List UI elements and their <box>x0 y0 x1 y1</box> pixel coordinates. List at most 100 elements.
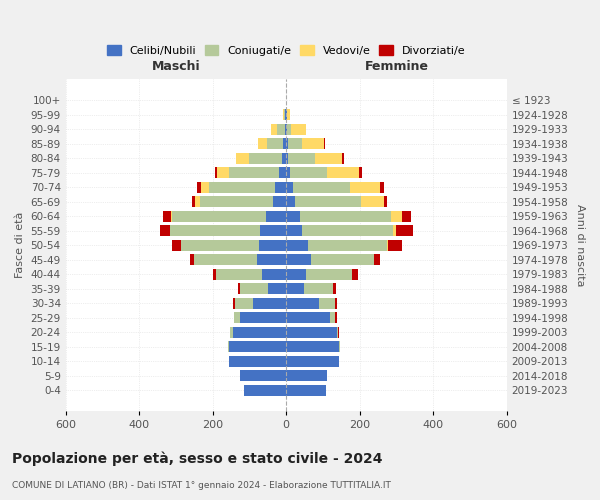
Bar <box>286 196 295 207</box>
Bar <box>286 138 287 149</box>
Bar <box>290 167 326 178</box>
Bar <box>286 268 307 280</box>
Bar <box>335 312 337 324</box>
Bar <box>257 254 286 266</box>
Bar <box>352 268 358 280</box>
Bar <box>308 240 386 251</box>
Bar <box>172 210 266 222</box>
Bar <box>209 182 275 193</box>
Bar <box>271 124 277 135</box>
Bar <box>286 356 339 367</box>
Bar <box>286 167 290 178</box>
Bar <box>380 182 383 193</box>
Bar <box>286 124 287 135</box>
Bar <box>283 109 284 120</box>
Bar <box>190 254 194 266</box>
Bar <box>217 167 229 178</box>
Bar <box>359 167 362 178</box>
Bar <box>160 225 170 236</box>
Bar <box>374 254 380 266</box>
Bar <box>284 109 286 120</box>
Bar <box>283 138 286 149</box>
Bar <box>286 182 293 193</box>
Bar <box>229 341 286 352</box>
Bar <box>286 240 308 251</box>
Legend: Celibi/Nubili, Coniugati/e, Vedovi/e, Divorziati/e: Celibi/Nubili, Coniugati/e, Vedovi/e, Di… <box>104 42 469 60</box>
Bar <box>233 326 286 338</box>
Bar <box>286 326 337 338</box>
Bar <box>197 182 201 193</box>
Text: Femmine: Femmine <box>364 60 428 73</box>
Bar <box>286 298 319 309</box>
Bar <box>244 384 286 396</box>
Bar <box>193 196 196 207</box>
Bar <box>200 196 274 207</box>
Bar <box>257 138 267 149</box>
Bar <box>253 298 286 309</box>
Bar <box>307 268 352 280</box>
Bar <box>229 167 279 178</box>
Bar <box>286 225 302 236</box>
Bar <box>196 196 200 207</box>
Bar <box>172 240 181 251</box>
Bar <box>291 124 305 135</box>
Bar <box>240 283 268 294</box>
Bar <box>267 138 283 149</box>
Bar <box>305 124 307 135</box>
Bar <box>279 167 286 178</box>
Bar <box>302 138 323 149</box>
Bar <box>287 109 290 120</box>
Bar <box>282 152 286 164</box>
Bar <box>293 182 350 193</box>
Bar <box>295 196 361 207</box>
Text: Popolazione per età, sesso e stato civile - 2024: Popolazione per età, sesso e stato civil… <box>12 451 383 466</box>
Bar <box>287 138 302 149</box>
Bar <box>229 356 286 367</box>
Bar <box>240 370 286 382</box>
Bar <box>287 124 291 135</box>
Bar <box>274 196 286 207</box>
Bar <box>285 124 286 135</box>
Bar <box>302 225 393 236</box>
Bar <box>304 283 333 294</box>
Bar <box>331 312 335 324</box>
Bar <box>286 254 311 266</box>
Bar <box>335 298 337 309</box>
Bar <box>163 210 171 222</box>
Bar <box>286 152 289 164</box>
Bar <box>286 341 340 352</box>
Bar <box>388 240 402 251</box>
Bar <box>315 152 343 164</box>
Y-axis label: Fasce di età: Fasce di età <box>15 212 25 278</box>
Bar <box>235 298 253 309</box>
Bar <box>326 167 359 178</box>
Bar <box>286 312 331 324</box>
Bar <box>286 370 328 382</box>
Bar <box>277 124 285 135</box>
Bar <box>217 268 262 280</box>
Bar <box>236 152 249 164</box>
Bar <box>350 182 380 193</box>
Bar <box>171 210 172 222</box>
Bar <box>286 384 326 396</box>
Bar <box>259 240 286 251</box>
Bar <box>170 225 260 236</box>
Bar <box>289 152 315 164</box>
Y-axis label: Anni di nascita: Anni di nascita <box>575 204 585 286</box>
Bar <box>262 268 286 280</box>
Bar <box>337 326 338 338</box>
Bar <box>300 210 391 222</box>
Bar <box>238 283 240 294</box>
Bar <box>268 283 286 294</box>
Bar <box>249 152 282 164</box>
Bar <box>266 210 286 222</box>
Bar <box>233 312 240 324</box>
Bar <box>319 298 335 309</box>
Bar <box>323 138 325 149</box>
Bar <box>391 210 401 222</box>
Bar <box>230 326 233 338</box>
Bar <box>286 283 304 294</box>
Bar <box>343 152 344 164</box>
Bar <box>233 298 235 309</box>
Bar <box>311 254 374 266</box>
